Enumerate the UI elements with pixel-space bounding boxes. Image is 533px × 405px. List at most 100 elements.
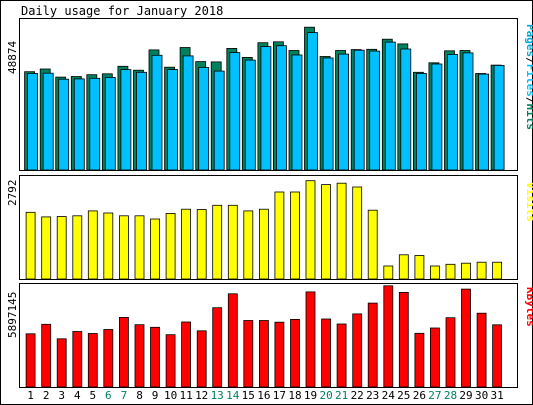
x-tick-label: 18 <box>288 389 301 402</box>
chart-title: Daily usage for January 2018 <box>21 4 223 18</box>
visits-bar <box>461 262 471 280</box>
kbytes-bar <box>414 332 425 388</box>
files-bar <box>182 55 194 171</box>
x-tick-label: 26 <box>413 389 426 402</box>
visits-bar <box>274 191 285 280</box>
files-bar <box>151 54 163 171</box>
files-bar <box>291 54 303 171</box>
files-bar <box>73 78 85 171</box>
hits-files-pages-ylabel: Pages/Files/Hits <box>524 24 533 130</box>
visits-bar <box>227 204 238 280</box>
visits-bar <box>336 182 347 280</box>
x-tick-label: 19 <box>304 389 317 402</box>
files-bar <box>447 54 458 171</box>
x-tick-label: 31 <box>490 389 503 402</box>
x-tick-label: 10 <box>164 389 177 402</box>
x-tick-label: 1 <box>27 389 34 402</box>
files-bar <box>104 77 116 171</box>
x-tick-label: 5 <box>89 389 96 402</box>
visits-bar <box>56 216 67 280</box>
x-tick-label: 6 <box>105 389 112 402</box>
files-bar <box>275 45 287 171</box>
visits-bar <box>492 261 503 280</box>
x-tick-label: 27 <box>428 389 441 402</box>
kbytes-bar <box>290 318 300 388</box>
visits-bar <box>72 215 83 280</box>
x-tick-label: 9 <box>152 389 159 402</box>
x-tick-label: 8 <box>136 389 143 402</box>
files-bar <box>478 73 490 171</box>
x-tick-label: 2 <box>43 389 50 402</box>
kbytes-bar <box>25 333 36 388</box>
hits-max-label: 48874 <box>6 41 19 74</box>
visits-max-label: 2792 <box>6 180 19 207</box>
x-tick-label: 13 <box>211 389 224 402</box>
ylabel-files: Files <box>524 64 533 97</box>
kbytes-ylabel: KBytes <box>524 287 533 327</box>
visits-bar <box>476 261 487 280</box>
x-tick-label: 29 <box>459 389 472 402</box>
x-tick-label: 22 <box>351 389 364 402</box>
visits-bar <box>41 216 52 280</box>
x-tick-label: 24 <box>382 389 396 402</box>
kbytes-bar <box>165 334 176 388</box>
x-tick-label: 7 <box>121 389 128 402</box>
files-bar <box>384 41 396 171</box>
kbytes-bar <box>336 323 347 388</box>
ylabel-hits: Hits <box>524 104 533 131</box>
kbytes-bar <box>305 291 316 388</box>
visits-bar <box>398 254 409 280</box>
kbytes-bar <box>87 333 98 388</box>
visits-bar <box>87 210 98 280</box>
x-tick-label: 14 <box>226 389 240 402</box>
visits-bar <box>119 215 129 280</box>
visits-bar <box>103 212 114 280</box>
visits-bar <box>352 186 363 280</box>
files-bar <box>431 63 443 171</box>
kbytes-bar <box>492 324 503 388</box>
visits-bar <box>212 204 223 280</box>
kbytes-bar <box>445 317 456 388</box>
ylabel-sep-1: / <box>524 57 533 64</box>
visits-bar <box>150 218 160 280</box>
x-tick-label: 16 <box>257 389 270 402</box>
x-tick-label: 25 <box>397 389 410 402</box>
kbytes-bar <box>72 331 83 388</box>
kbytes-panel <box>19 283 518 388</box>
files-bar <box>462 52 474 171</box>
files-bar <box>58 78 70 171</box>
visits-panel <box>19 175 518 280</box>
visits-bar <box>243 210 254 280</box>
files-bar <box>213 70 225 171</box>
visits-bar <box>445 263 456 280</box>
kbytes-bar <box>134 324 145 388</box>
kbytes-bar <box>56 338 67 388</box>
x-tick-label: 3 <box>58 389 65 402</box>
files-bar <box>353 49 365 171</box>
kbytes-bar <box>352 313 363 388</box>
files-bar <box>198 67 210 171</box>
files-bar <box>307 32 318 171</box>
visits-bar <box>321 184 332 280</box>
files-bar <box>400 48 412 171</box>
kbytes-bar <box>212 307 223 388</box>
x-tick-label: 21 <box>335 389 348 402</box>
kbytes-bar <box>103 329 114 388</box>
files-bar <box>493 65 505 171</box>
kbytes-bar <box>119 316 129 388</box>
visits-bar <box>196 209 207 280</box>
files-bar <box>415 73 427 171</box>
files-bar <box>136 71 147 171</box>
kbytes-bar <box>274 321 285 388</box>
kbytes-bar <box>196 330 207 388</box>
ylabel-sep-2: / <box>524 97 533 104</box>
files-bar <box>244 59 256 171</box>
kbytes-bar <box>429 327 440 388</box>
files-bar <box>89 77 101 171</box>
visits-bar <box>25 211 36 280</box>
x-tick-label: 4 <box>74 389 81 402</box>
kbytes-bar <box>398 291 409 388</box>
files-bar <box>167 69 179 171</box>
x-tick-label: 12 <box>195 389 208 402</box>
